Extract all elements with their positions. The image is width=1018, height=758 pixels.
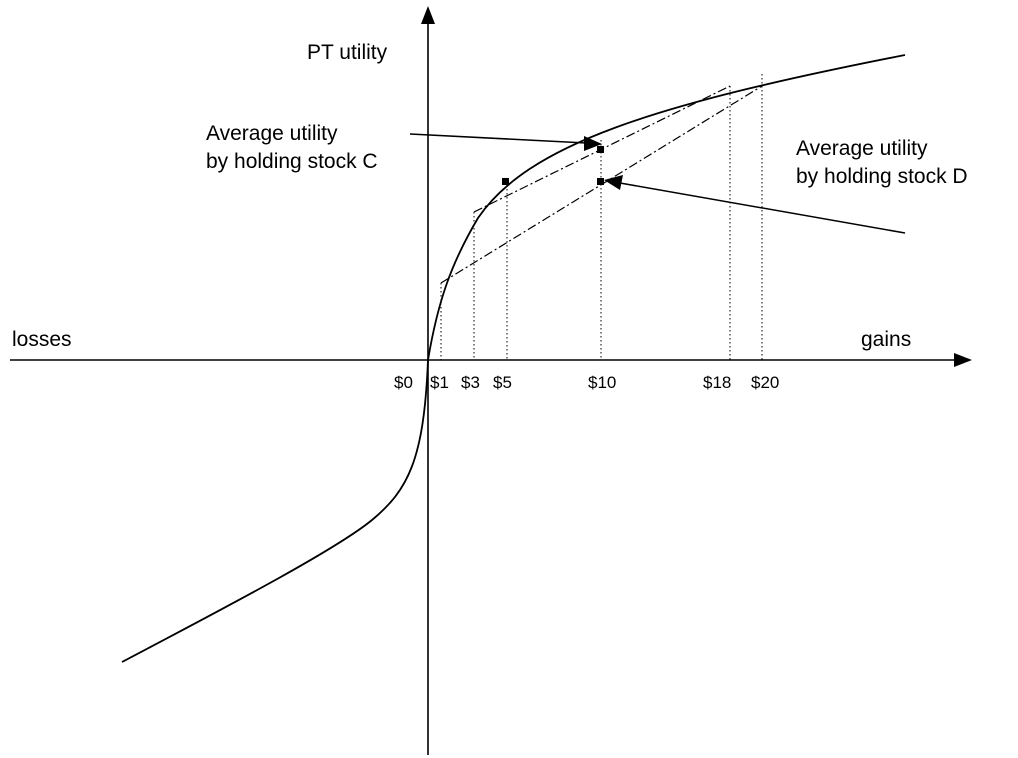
x-axis-label-gains: gains [861,328,911,351]
x-axis-label-losses: losses [12,328,72,351]
tick-label-18: $18 [703,373,731,392]
annotation-stock-d-line2: by holding stock D [796,165,968,188]
tick-label-20: $20 [751,373,779,392]
tick-label-1: $1 [430,373,449,392]
tick-label-0: $0 [394,373,413,392]
point-average-d [597,178,604,185]
utility-curve [121,54,906,663]
y-axis-label: PT utility [307,41,388,64]
x-axis-arrowhead [954,353,972,367]
annotation-stock-c-line2: by holding stock C [206,150,378,173]
y-axis-arrowhead [421,6,435,24]
pointer-stock-d-arrowhead [604,175,623,190]
tick-label-3: $3 [461,373,480,392]
annotation-stock-d-line1: Average utility [796,137,928,160]
pointer-stock-c-arrowhead [584,136,602,151]
annotation-stock-c-line1: Average utility [206,122,338,145]
point-average-c [597,146,604,153]
pointer-stock-d [619,182,906,234]
pointer-stock-c [409,133,587,144]
tick-label-5: $5 [493,373,512,392]
tick-label-10: $10 [588,373,616,392]
point-utility-5 [502,178,509,185]
